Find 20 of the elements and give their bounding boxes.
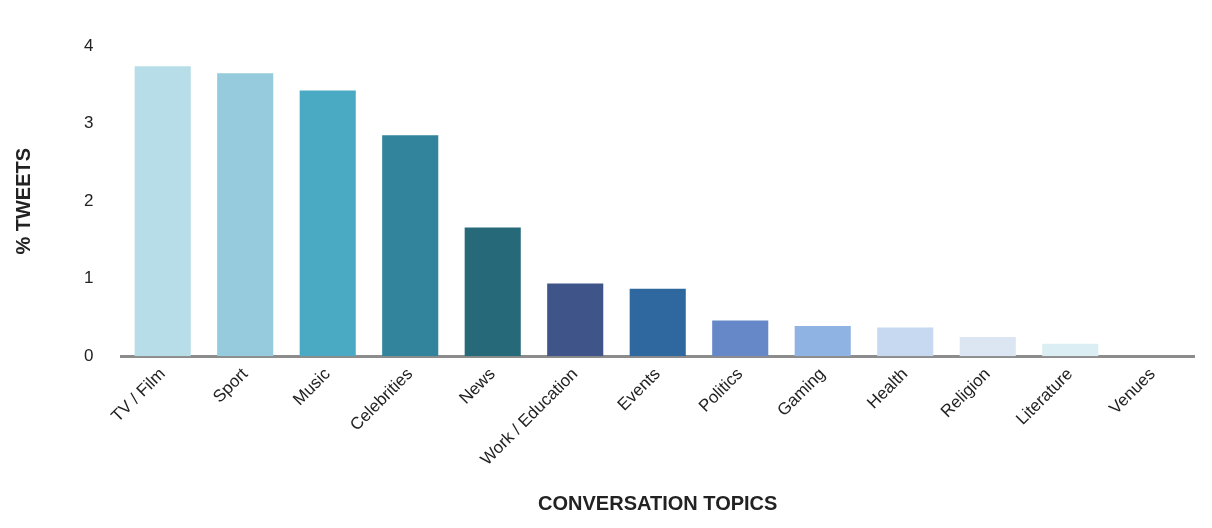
bar xyxy=(382,135,439,357)
y-tick-label: 0 xyxy=(83,345,94,365)
bar xyxy=(464,227,521,357)
y-tick-label: 4 xyxy=(83,35,94,55)
bar xyxy=(959,336,1016,357)
y-axis-title: % TWEETS xyxy=(11,147,34,255)
bar xyxy=(299,90,356,357)
bar xyxy=(134,66,191,357)
y-tick-label: 1 xyxy=(83,268,94,288)
bar xyxy=(712,320,769,357)
x-axis-title: CONVERSATION TOPICS xyxy=(538,491,778,514)
y-tick-label: 3 xyxy=(83,113,94,133)
bar xyxy=(794,326,851,357)
y-tick-label: 2 xyxy=(83,190,94,210)
bar xyxy=(629,288,686,357)
bar xyxy=(1042,343,1099,357)
x-tick-label: TV / Film xyxy=(107,364,169,426)
bar xyxy=(877,327,934,357)
bar xyxy=(217,73,274,357)
bar xyxy=(547,283,604,357)
